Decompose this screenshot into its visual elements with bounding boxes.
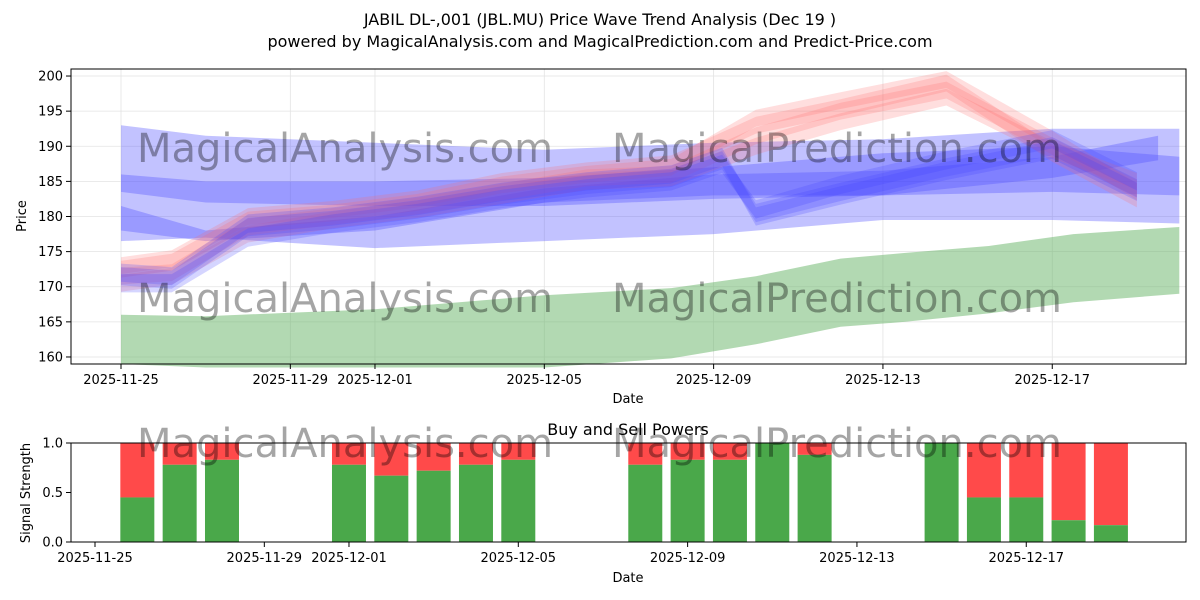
price-x-tick-label: 2025-12-01 — [337, 373, 413, 388]
signal-y-tick-label: 0.5 — [42, 486, 63, 501]
sell-power-bar — [797, 443, 832, 455]
buy-power-bar — [374, 475, 409, 542]
sell-power-bar — [120, 443, 155, 498]
buy-power-bar — [712, 459, 747, 542]
price-x-tick-label: 2025-11-25 — [83, 373, 159, 388]
price-x-tick-label: 2025-12-17 — [1014, 373, 1090, 388]
signal-y-axis: 0.0 0.5 1.0 — [42, 437, 71, 551]
price-y-tick-label: 180 — [38, 210, 63, 225]
chart-subtitle: powered by MagicalAnalysis.com and Magic… — [267, 32, 932, 51]
price-y-tick-label: 165 — [38, 315, 63, 330]
price-x-tick-label: 2025-12-05 — [507, 373, 583, 388]
signal-y-tick-label: 0.0 — [42, 536, 63, 551]
price-wave-band — [121, 71, 1137, 278]
signal-x-tick-label: 2025-12-05 — [481, 551, 557, 566]
price-y-tick-label: 175 — [38, 245, 63, 260]
sell-power-bar — [416, 443, 451, 471]
buy-power-bar — [797, 454, 832, 542]
price-y-tick-label: 190 — [38, 140, 63, 155]
price-y-tick-label: 170 — [38, 280, 63, 295]
sell-power-bar — [628, 443, 663, 465]
price-y-tick-label: 160 — [38, 350, 63, 365]
signal-plot: Buy and Sell Powers MagicalAnalysis.com … — [19, 420, 1187, 586]
sell-power-bar — [204, 443, 239, 460]
sell-power-bar — [162, 443, 197, 465]
watermark-text: MagicalAnalysis.com — [137, 276, 553, 322]
signal-x-tick-label: 2025-12-13 — [819, 551, 895, 566]
price-marks — [121, 71, 1180, 368]
buy-power-bar — [966, 497, 1001, 542]
buy-power-bar — [501, 459, 536, 542]
price-y-tick-label: 185 — [38, 175, 63, 190]
watermark-text: MagicalAnalysis.com — [137, 421, 553, 467]
price-x-tick-label: 2025-11-29 — [253, 373, 329, 388]
buy-power-bar — [331, 464, 366, 542]
buy-power-bar — [120, 497, 155, 542]
price-x-tick-label: 2025-12-09 — [676, 373, 752, 388]
signal-y-label: Signal Strength — [19, 443, 34, 543]
signal-x-tick-label: 2025-11-29 — [227, 551, 303, 566]
sell-power-bar — [1093, 443, 1128, 526]
signal-title: Buy and Sell Powers — [547, 420, 709, 439]
sell-power-bar — [1051, 443, 1086, 521]
support-band — [121, 227, 1180, 368]
trend-channel-band — [121, 135, 1159, 242]
buy-power-bar — [755, 443, 790, 542]
sell-power-bar — [966, 443, 1001, 498]
buy-power-bar — [1093, 525, 1128, 542]
signal-x-tick-label: 2025-12-17 — [988, 551, 1064, 566]
price-watermarks: MagicalAnalysis.com MagicalPrediction.co… — [137, 126, 1062, 322]
buy-power-bar — [204, 459, 239, 542]
price-x-tick-label: 2025-12-13 — [845, 373, 921, 388]
watermark-text: MagicalAnalysis.com — [137, 126, 553, 172]
buy-power-bar — [458, 464, 493, 542]
price-wave-band — [121, 130, 1137, 293]
price-wave-band — [121, 137, 1137, 289]
signal-x-tick-label: 2025-12-01 — [311, 551, 387, 566]
price-wave-band — [121, 140, 1137, 286]
trend-channel-band — [121, 125, 1180, 249]
price-y-label: Price — [15, 200, 30, 232]
sell-power-bar — [712, 443, 747, 460]
buy-power-bar — [416, 470, 451, 542]
signal-y-tick-label: 1.0 — [42, 437, 63, 452]
price-wave-band — [121, 74, 1137, 275]
signal-x-label: Date — [612, 571, 643, 586]
buy-power-bar — [670, 459, 705, 542]
buy-power-bar — [628, 464, 663, 542]
price-y-axis: 160 165 170 175 180 185 190 195 200 — [38, 70, 71, 365]
sell-power-bar — [501, 443, 536, 460]
price-plot: MagicalAnalysis.com MagicalPrediction.co… — [15, 68, 1187, 407]
price-x-axis: 2025-11-25 2025-11-29 2025-12-01 2025-12-05… — [83, 364, 1090, 388]
watermark-text: MagicalPrediction.com — [612, 276, 1062, 322]
sell-power-bar — [331, 443, 366, 465]
trend-channel-band — [121, 146, 1180, 206]
signal-x-axis: 2025-11-25 2025-11-29 2025-12-01 2025-12-05… — [57, 542, 1064, 566]
sell-power-bar — [458, 443, 493, 465]
price-wave-band — [121, 81, 1137, 285]
buy-power-bar — [1051, 520, 1086, 542]
signal-watermarks: MagicalAnalysis.com MagicalPrediction.co… — [137, 421, 1062, 467]
price-y-tick-label: 200 — [38, 70, 63, 85]
price-y-tick-label: 195 — [38, 105, 63, 120]
sell-power-bar — [670, 443, 705, 460]
signal-x-tick-label: 2025-12-09 — [650, 551, 726, 566]
sell-power-bar — [374, 443, 409, 476]
price-x-label: Date — [612, 392, 643, 407]
buy-power-bar — [162, 464, 197, 542]
signal-bars — [120, 443, 1128, 542]
buy-power-bar — [1009, 497, 1044, 542]
watermark-text: MagicalPrediction.com — [612, 421, 1062, 467]
buy-power-bar — [924, 443, 959, 542]
sell-power-bar — [1009, 443, 1044, 498]
watermark-text: MagicalPrediction.com — [612, 126, 1062, 172]
signal-x-tick-label: 2025-11-25 — [57, 551, 133, 566]
chart-title: JABIL DL-,001 (JBL.MU) Price Wave Trend … — [363, 10, 836, 29]
